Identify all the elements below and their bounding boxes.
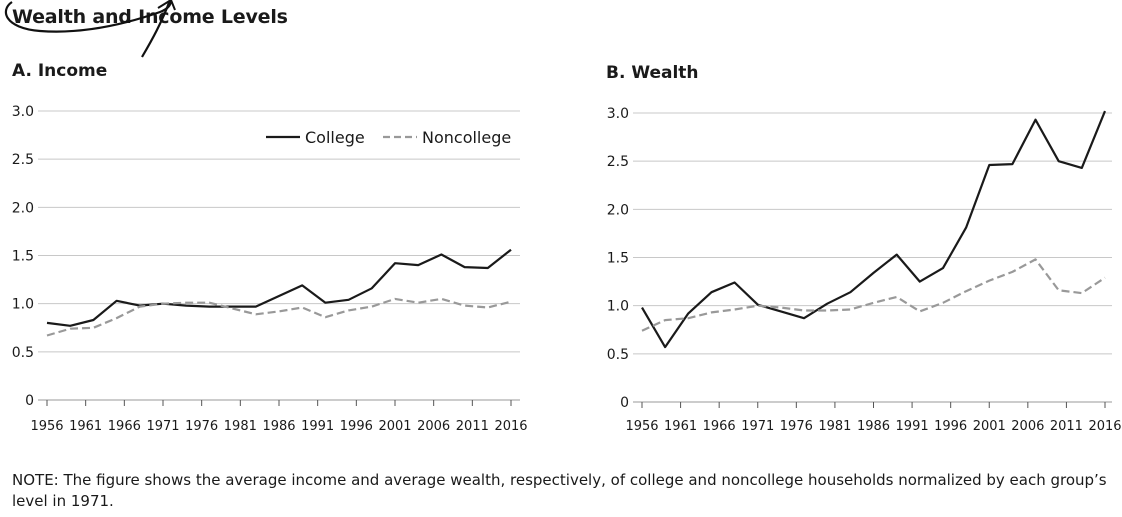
income-x-tick-label: 1996 xyxy=(340,419,373,434)
income-x-tick-label: 2016 xyxy=(494,419,527,434)
wealth-y-tick-label: 2.0 xyxy=(607,202,629,218)
income-y-tick-label: 3.0 xyxy=(12,104,34,120)
income-x-tick-label: 1991 xyxy=(301,419,334,434)
wealth-x-tick-label: 1956 xyxy=(625,419,658,434)
income-x-tick-label: 1986 xyxy=(262,419,295,434)
income-y-tick-label: 1.0 xyxy=(12,297,34,313)
wealth-x-tick-label: 1991 xyxy=(896,419,929,434)
legend-label-college: College xyxy=(305,128,365,147)
income-y-tick-label: 2.5 xyxy=(12,152,34,168)
income-x-tick-label: 2011 xyxy=(456,419,489,434)
income-x-tick-label: 1981 xyxy=(224,419,257,434)
income-noncollege-line xyxy=(46,297,512,337)
wealth-y-tick-label: 0.5 xyxy=(607,347,629,363)
wealth-x-tick-label: 2006 xyxy=(1011,419,1044,434)
legend-label-noncollege: Noncollege xyxy=(422,128,511,147)
wealth-series xyxy=(641,110,1107,349)
wealth-y-tick-label: 2.5 xyxy=(607,154,629,170)
figure-note: NOTE: The figure shows the average incom… xyxy=(12,471,1107,510)
income-x-tick-label: 1966 xyxy=(108,419,141,434)
wealth-x-tick-label: 1996 xyxy=(934,419,967,434)
income-chart-title: A. Income xyxy=(12,61,107,81)
annotation-arrow-stroke xyxy=(141,0,172,58)
income-y-tick-label: 2.0 xyxy=(12,200,34,216)
wealth-x-tick-label: 1971 xyxy=(741,419,774,434)
wealth-y-tick-label: 0 xyxy=(620,395,629,411)
wealth-college-line xyxy=(641,110,1107,349)
annotation-arrowhead xyxy=(157,0,176,11)
wealth-noncollege-line xyxy=(641,258,1106,332)
income-y-tick-label: 0.5 xyxy=(12,345,34,361)
figure-title: Wealth and Income Levels xyxy=(12,6,288,28)
wealth-chart: B. Wealth 0 0.5 1.0 1.5 2.0 2.5 3.0 1956 1961 196… xyxy=(606,63,1122,434)
income-x-tick-label: 2001 xyxy=(378,419,411,434)
wealth-x-tick-label: 1986 xyxy=(857,419,890,434)
wealth-grid xyxy=(633,112,1112,403)
pen-annotation-doodle xyxy=(4,0,176,58)
wealth-x-tick-label: 2016 xyxy=(1088,419,1121,434)
wealth-x-tick-label: 1961 xyxy=(664,419,697,434)
wealth-chart-title: B. Wealth xyxy=(606,63,699,83)
wealth-axis: 0 0.5 1.0 1.5 2.0 2.5 3.0 1956 1961 1966 1971 1976 1… xyxy=(607,106,1122,434)
income-series xyxy=(46,248,512,337)
income-x-tick-label: 2006 xyxy=(417,419,450,434)
income-axis: 0 0.5 1.0 1.5 2.0 2.5 3.0 1956 1961 1966 1971 1976 1… xyxy=(12,104,528,434)
wealth-y-tick-label: 1.0 xyxy=(607,299,629,315)
wealth-y-tick-label: 3.0 xyxy=(607,106,629,122)
wealth-x-tick-label: 2001 xyxy=(973,419,1006,434)
income-college-line xyxy=(46,248,512,327)
wealth-x-tick-label: 1981 xyxy=(818,419,851,434)
income-x-tick-label: 1976 xyxy=(185,419,218,434)
income-x-tick-label: 1961 xyxy=(69,419,102,434)
wealth-x-tick-label: 1966 xyxy=(703,419,736,434)
wealth-x-tick-label: 2011 xyxy=(1050,419,1083,434)
income-x-tick-label: 1956 xyxy=(30,419,63,434)
income-x-tick-label: 1971 xyxy=(146,419,179,434)
income-y-tick-label: 0 xyxy=(25,393,34,409)
income-y-tick-label: 1.5 xyxy=(12,249,34,265)
income-chart: A. Income 0 0.5 1.0 1.5 2.0 2.5 3.0 1956 1961 196… xyxy=(12,61,528,434)
wealth-x-tick-label: 1976 xyxy=(780,419,813,434)
wealth-y-tick-label: 1.5 xyxy=(607,251,629,267)
income-legend: College Noncollege xyxy=(266,128,511,147)
